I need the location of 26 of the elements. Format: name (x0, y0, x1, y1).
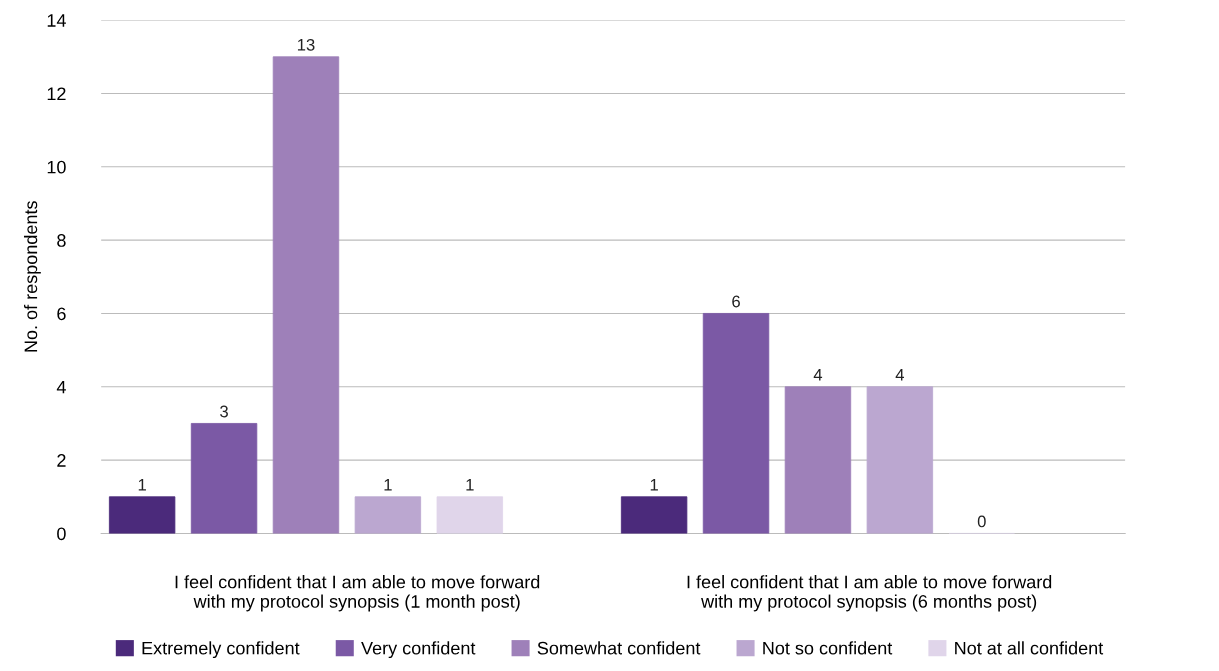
data-label: 6 (732, 295, 740, 308)
x-tick-label: I feel confident that I am able to move forward with my protocol synopsis (6 months post) (687, 575, 1052, 612)
data-label: 4 (895, 369, 905, 381)
legend-label: Very confident (361, 641, 476, 659)
data-label: 1 (650, 479, 658, 491)
data-label: 1 (138, 479, 146, 491)
data-label: 3 (220, 405, 228, 418)
y-tick-label: 8 (57, 234, 66, 247)
y-tick-label: 12 (47, 87, 66, 100)
y-tick-label: 6 (57, 307, 66, 321)
y-axis-title: No. of respondents (23, 201, 41, 352)
x-tick-label: I feel confident that I am able to move forward with my protocol synopsis (1 month post) (175, 575, 540, 612)
data-label: 13 (297, 38, 315, 51)
data-label: 0 (977, 515, 986, 528)
y-tick-label: 10 (47, 160, 66, 174)
legend-label: Not at all confident (955, 641, 1104, 655)
data-label: 1 (384, 479, 392, 491)
y-tick-label: 14 (47, 14, 66, 27)
legend-label: Somewhat confident (537, 641, 701, 655)
y-tick-label: 2 (57, 454, 66, 467)
data-label: 4 (813, 369, 823, 381)
y-tick-label: 0 (57, 527, 66, 541)
legend-label: Extremely confident (142, 641, 300, 659)
legend-label: Not so confident (763, 641, 893, 655)
data-label: 1 (466, 479, 474, 491)
y-tick-label: 4 (56, 380, 66, 394)
